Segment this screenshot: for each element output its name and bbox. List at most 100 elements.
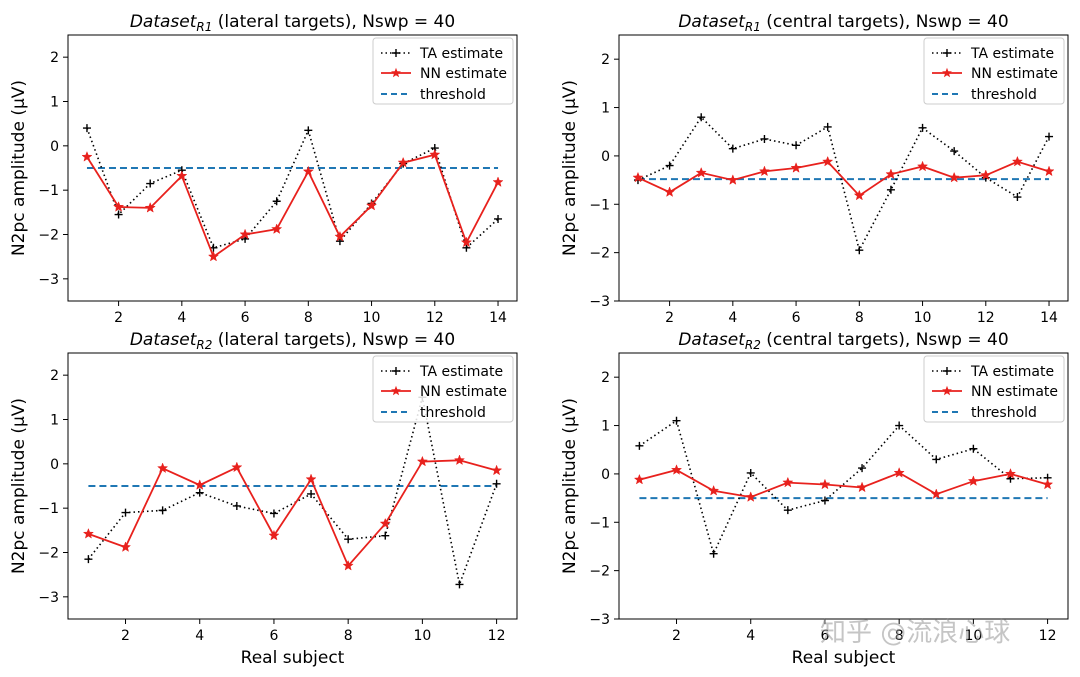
x-tick-label: 8 — [304, 310, 313, 326]
ta-point — [114, 210, 123, 219]
ta-series-line — [86, 127, 499, 250]
legend-label: TA estimate — [970, 364, 1054, 380]
legend-label: NN estimate — [971, 66, 1058, 82]
y-tick-label: −1 — [589, 515, 610, 531]
y-axis-label: N2pc amplitude (μV) — [9, 80, 29, 256]
x-tick-label: 2 — [665, 310, 674, 326]
ta-point — [462, 243, 471, 252]
ta-point — [381, 531, 390, 540]
ta-point — [494, 214, 503, 223]
x-tick-label: 2 — [114, 310, 123, 326]
ta-point — [697, 113, 706, 122]
legend-label: threshold — [971, 405, 1037, 421]
nn-point — [342, 559, 354, 571]
nn-point — [1041, 478, 1054, 490]
x-tick-label: 12 — [1039, 628, 1057, 644]
ta-point — [918, 123, 927, 132]
nn-point — [81, 151, 93, 162]
nn-point — [758, 165, 771, 177]
legend-nn-marker — [942, 385, 952, 396]
nn-point — [916, 160, 929, 172]
y-tick-label: −3 — [38, 272, 59, 288]
ta-point — [492, 479, 501, 488]
ta-point — [344, 535, 353, 544]
nn-point — [231, 461, 243, 473]
ta-series-line — [87, 397, 498, 588]
nn-point — [176, 170, 188, 181]
nn-point — [416, 455, 428, 467]
nn-point — [885, 168, 897, 180]
y-tick-label: −3 — [589, 612, 610, 628]
ta-point — [895, 421, 904, 430]
nn-point — [967, 475, 979, 486]
x-tick-label: 8 — [344, 628, 353, 644]
plot-frame — [618, 352, 1069, 620]
ta-point — [195, 488, 204, 497]
nn-point — [268, 529, 280, 541]
x-tick-label: 4 — [177, 310, 186, 326]
legend-label: threshold — [420, 87, 486, 103]
chart-title: DatasetR2 (central targets), Nswp = 40 — [678, 330, 1008, 352]
y-tick-label: −3 — [38, 590, 59, 606]
y-tick-label: −2 — [38, 228, 59, 244]
nn-point — [708, 484, 720, 496]
x-tick-label: 6 — [269, 628, 278, 644]
x-tick-label: 4 — [728, 310, 737, 326]
legend-label: NN estimate — [971, 384, 1058, 400]
ta-point — [82, 124, 91, 133]
ta-point — [709, 549, 718, 558]
x-tick-label: 2 — [121, 628, 130, 644]
nn-point — [271, 223, 283, 234]
ta-point — [886, 185, 895, 194]
y-tick-label: 1 — [601, 101, 610, 117]
legend-label: TA estimate — [970, 46, 1054, 62]
x-tick-label: 12 — [977, 310, 995, 326]
legend-label: TA estimate — [419, 364, 503, 380]
ta-series-line — [638, 419, 1048, 557]
x-tick-label: 4 — [746, 628, 755, 644]
ta-point — [855, 246, 864, 255]
nn-point — [853, 189, 865, 201]
nn-point — [334, 230, 346, 242]
y-tick-label: 2 — [601, 52, 610, 68]
nn-series-line — [637, 160, 1050, 197]
ta-point — [728, 144, 737, 153]
nn-point — [144, 201, 156, 213]
nn-point — [460, 236, 473, 248]
nn-point — [819, 478, 831, 490]
ta-point — [672, 416, 681, 425]
ta-point — [858, 464, 867, 473]
y-tick-label: −2 — [589, 564, 610, 580]
nn-point — [112, 201, 125, 212]
x-tick-label: 2 — [672, 628, 681, 644]
nn-point — [893, 467, 905, 478]
ta-point — [304, 126, 313, 135]
ta-point — [272, 197, 281, 206]
ta-point — [269, 509, 278, 518]
nn-point — [453, 454, 466, 466]
y-axis-label: N2pc amplitude (μV) — [560, 80, 580, 256]
nn-series-line — [86, 153, 499, 259]
nn-point — [822, 155, 834, 167]
legend-nn-marker — [391, 67, 401, 78]
nn-point — [82, 527, 95, 539]
x-tick-label: 14 — [489, 310, 507, 326]
plot-frame — [67, 34, 518, 302]
ta-point — [232, 501, 241, 510]
nn-point — [1004, 468, 1017, 479]
y-tick-label: −1 — [38, 183, 59, 199]
x-tick-label: 4 — [195, 628, 204, 644]
nn-point — [633, 473, 646, 485]
ta-point — [820, 496, 829, 505]
y-tick-label: 2 — [601, 370, 610, 386]
y-axis-label: N2pc amplitude (μV) — [560, 398, 580, 574]
y-tick-label: 1 — [50, 95, 59, 111]
nn-point — [379, 517, 391, 529]
nn-point — [397, 156, 409, 168]
ta-point — [969, 444, 978, 453]
ta-point — [455, 580, 464, 589]
chart-title: DatasetR1 (central targets), Nswp = 40 — [678, 12, 1008, 34]
nn-point — [305, 473, 317, 485]
legend-ta-marker — [392, 49, 400, 57]
